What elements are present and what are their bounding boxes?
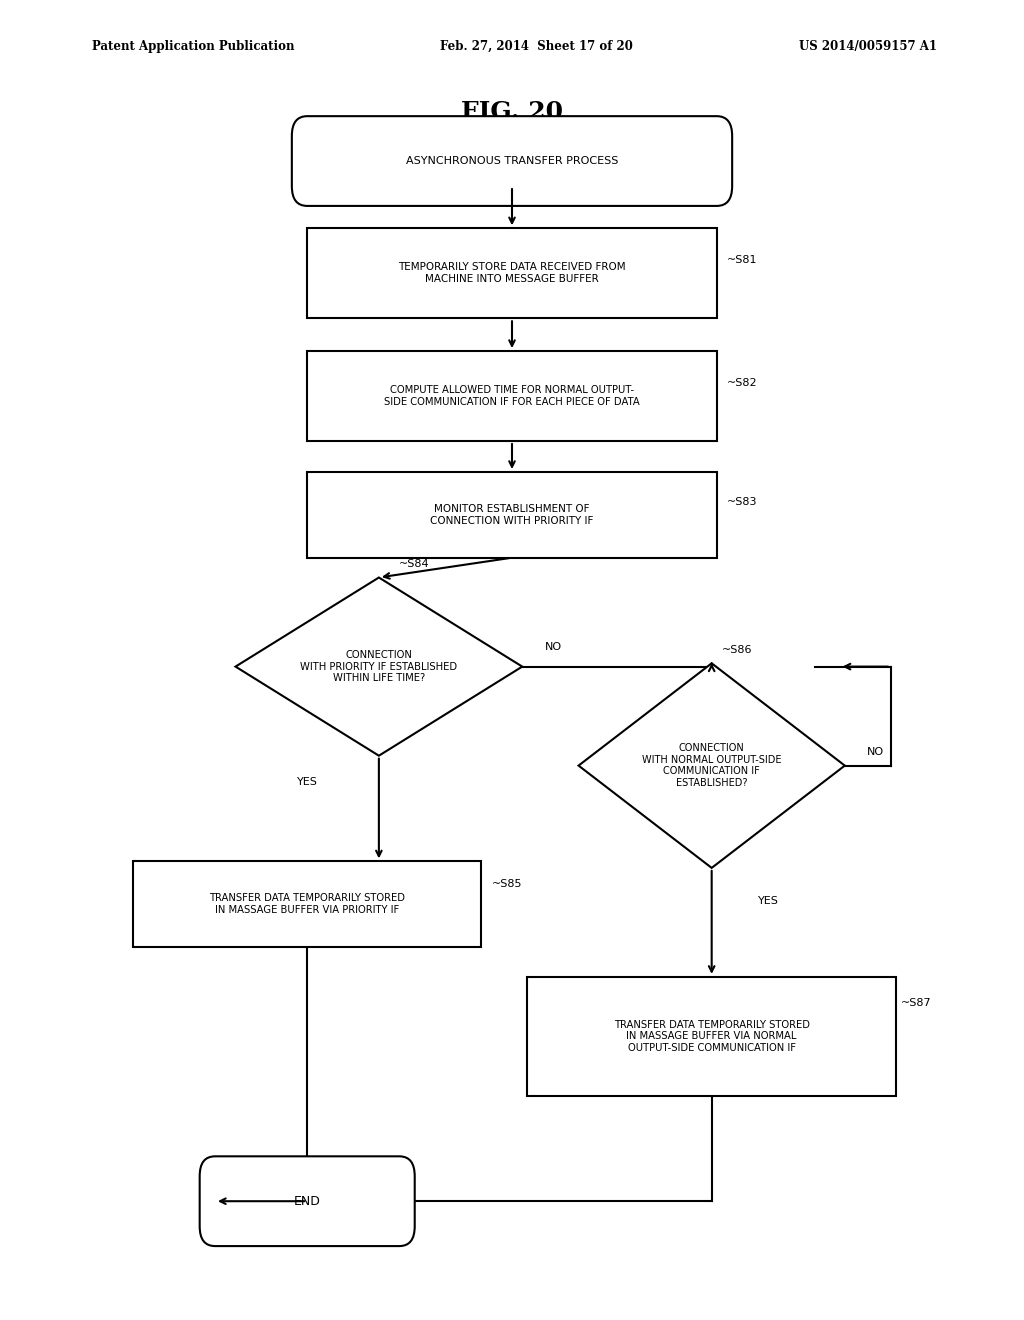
Text: ~S81: ~S81: [727, 255, 758, 265]
Text: NO: NO: [545, 642, 561, 652]
Text: Feb. 27, 2014  Sheet 17 of 20: Feb. 27, 2014 Sheet 17 of 20: [440, 40, 633, 53]
Text: MONITOR ESTABLISHMENT OF
CONNECTION WITH PRIORITY IF: MONITOR ESTABLISHMENT OF CONNECTION WITH…: [430, 504, 594, 525]
Text: ~S86: ~S86: [722, 645, 753, 655]
Text: YES: YES: [758, 896, 778, 906]
Text: YES: YES: [297, 777, 317, 787]
FancyBboxPatch shape: [527, 977, 896, 1096]
Text: TRANSFER DATA TEMPORARILY STORED
IN MASSAGE BUFFER VIA PRIORITY IF: TRANSFER DATA TEMPORARILY STORED IN MASS…: [209, 894, 406, 915]
FancyBboxPatch shape: [200, 1156, 415, 1246]
Text: Patent Application Publication: Patent Application Publication: [92, 40, 295, 53]
FancyBboxPatch shape: [307, 228, 717, 318]
Text: TEMPORARILY STORE DATA RECEIVED FROM
MACHINE INTO MESSAGE BUFFER: TEMPORARILY STORE DATA RECEIVED FROM MAC…: [398, 263, 626, 284]
Text: ~S87: ~S87: [901, 998, 932, 1008]
Text: CONNECTION
WITH PRIORITY IF ESTABLISHED
WITHIN LIFE TIME?: CONNECTION WITH PRIORITY IF ESTABLISHED …: [300, 649, 458, 684]
Text: ~S85: ~S85: [492, 879, 522, 890]
FancyBboxPatch shape: [307, 351, 717, 441]
Text: TRANSFER DATA TEMPORARILY STORED
IN MASSAGE BUFFER VIA NORMAL
OUTPUT-SIDE COMMUN: TRANSFER DATA TEMPORARILY STORED IN MASS…: [613, 1019, 810, 1053]
Text: US 2014/0059157 A1: US 2014/0059157 A1: [799, 40, 937, 53]
FancyBboxPatch shape: [307, 471, 717, 557]
Text: NO: NO: [867, 747, 884, 758]
FancyBboxPatch shape: [133, 862, 481, 948]
Text: FIG. 20: FIG. 20: [461, 100, 563, 124]
Text: END: END: [294, 1195, 321, 1208]
Text: CONNECTION
WITH NORMAL OUTPUT-SIDE
COMMUNICATION IF
ESTABLISHED?: CONNECTION WITH NORMAL OUTPUT-SIDE COMMU…: [642, 743, 781, 788]
Text: COMPUTE ALLOWED TIME FOR NORMAL OUTPUT-
SIDE COMMUNICATION IF FOR EACH PIECE OF : COMPUTE ALLOWED TIME FOR NORMAL OUTPUT- …: [384, 385, 640, 407]
Polygon shape: [579, 663, 845, 869]
Text: ~S82: ~S82: [727, 378, 758, 388]
FancyBboxPatch shape: [292, 116, 732, 206]
Polygon shape: [236, 578, 522, 755]
Text: ~S84: ~S84: [399, 560, 430, 569]
Text: ~S83: ~S83: [727, 496, 758, 507]
Text: ASYNCHRONOUS TRANSFER PROCESS: ASYNCHRONOUS TRANSFER PROCESS: [406, 156, 618, 166]
